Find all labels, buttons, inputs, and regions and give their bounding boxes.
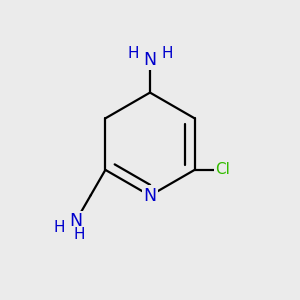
Text: H: H — [161, 46, 173, 61]
Text: H: H — [54, 220, 65, 235]
Text: H: H — [127, 46, 139, 61]
Text: Cl: Cl — [215, 162, 230, 177]
Text: H: H — [73, 226, 85, 242]
Text: N: N — [143, 51, 157, 69]
Text: N: N — [69, 212, 82, 230]
Text: N: N — [143, 187, 157, 205]
